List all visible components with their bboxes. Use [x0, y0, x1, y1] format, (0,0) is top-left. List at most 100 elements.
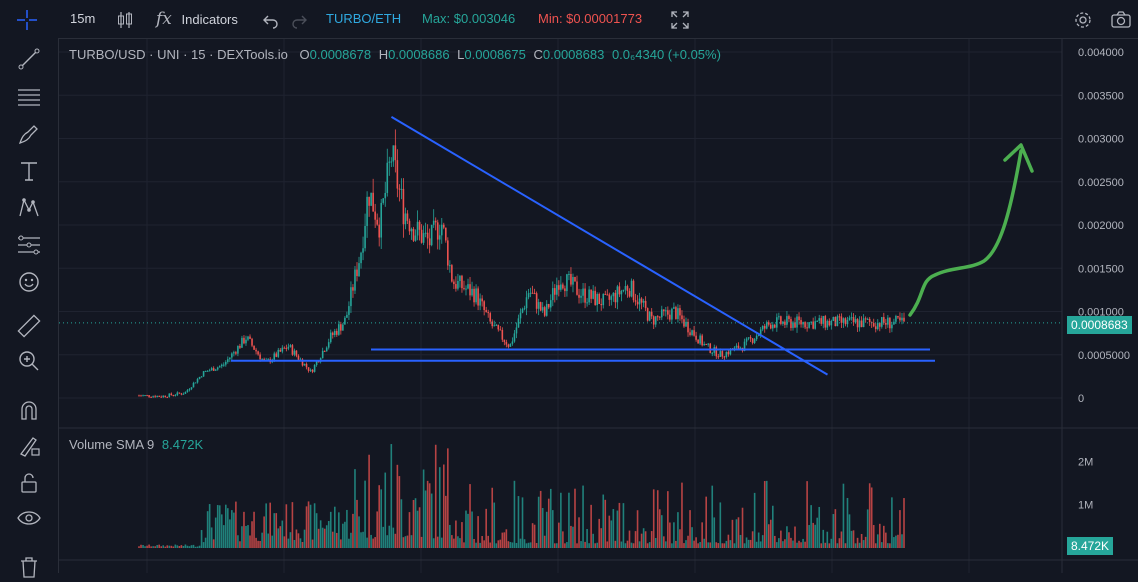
- volume-bar: [384, 472, 387, 548]
- candle-body: [856, 319, 859, 328]
- candle-body: [194, 382, 197, 384]
- candle-body: [707, 343, 710, 345]
- candle-body: [420, 229, 423, 243]
- volume-bar: [663, 536, 665, 548]
- volume-bar: [434, 444, 437, 548]
- volume-bar: [832, 514, 835, 548]
- volume-bar: [148, 544, 150, 548]
- candle-body: [539, 302, 542, 311]
- volume-bar: [436, 536, 439, 548]
- candle-body: [578, 294, 580, 298]
- candle-body: [545, 303, 548, 316]
- candle-body: [541, 307, 544, 311]
- pair-label[interactable]: TURBO/ETH: [326, 11, 402, 26]
- volume-bar: [184, 544, 187, 548]
- candle-body: [776, 317, 778, 328]
- candles-icon[interactable]: [116, 0, 134, 38]
- candle-body: [150, 396, 152, 398]
- settings-icon[interactable]: [1073, 0, 1093, 38]
- candle-body: [562, 284, 564, 289]
- candle-body: [820, 318, 823, 324]
- volume-bar: [626, 540, 629, 548]
- horizontal-lines-icon[interactable]: [14, 82, 44, 112]
- volume-bar: [636, 510, 639, 548]
- volume-bar: [394, 533, 397, 548]
- candle-body: [669, 314, 671, 320]
- pattern-icon[interactable]: [14, 193, 44, 223]
- redo-icon[interactable]: [290, 0, 308, 38]
- ruler-icon[interactable]: [14, 311, 44, 341]
- volume-bar: [897, 534, 899, 548]
- volume-bar: [325, 525, 328, 548]
- text-icon[interactable]: [14, 156, 44, 186]
- volume-bar: [715, 542, 718, 548]
- volume-bar: [315, 513, 318, 548]
- volume-bar: [521, 497, 524, 548]
- eye-icon[interactable]: [14, 503, 44, 533]
- crosshair-icon[interactable]: [15, 0, 39, 38]
- volume-bar: [194, 546, 197, 548]
- volume-bar: [214, 517, 217, 548]
- volume-bar: [263, 516, 265, 548]
- emoji-icon[interactable]: [14, 267, 44, 297]
- magnet-icon[interactable]: [14, 395, 44, 425]
- candle-body: [295, 350, 298, 356]
- candle-body: [628, 290, 631, 297]
- fib-icon[interactable]: [14, 230, 44, 260]
- volume-bar: [878, 523, 881, 548]
- candle-body: [309, 369, 312, 371]
- candle-body: [279, 349, 282, 352]
- zoom-icon[interactable]: [14, 346, 44, 376]
- candle-body: [866, 318, 869, 320]
- candle-body: [610, 296, 613, 300]
- candle-body: [551, 288, 554, 301]
- chart-area[interactable]: 0.004000 0.003500 0.003000 0.002500 0.002000…: [59, 39, 1138, 573]
- candle-body: [899, 317, 901, 321]
- candle-body: [782, 321, 784, 324]
- lock-draw-icon[interactable]: [14, 431, 44, 461]
- candle-body: [336, 330, 338, 335]
- camera-icon[interactable]: [1110, 0, 1132, 38]
- volume-bar: [727, 534, 730, 548]
- candle-body: [826, 320, 829, 328]
- volume-bar: [570, 525, 572, 548]
- volume-bar: [640, 533, 643, 548]
- trash-icon[interactable]: [14, 552, 44, 582]
- candle-body: [436, 222, 439, 240]
- candle-body: [521, 309, 524, 313]
- candle-body: [860, 320, 863, 328]
- candle-body: [755, 335, 758, 340]
- candle-body: [245, 339, 247, 344]
- candle-body: [515, 327, 518, 334]
- candle-body: [519, 312, 522, 319]
- line-tool-icon[interactable]: [14, 44, 44, 74]
- volume-bar: [442, 464, 445, 548]
- undo-icon[interactable]: [262, 0, 280, 38]
- candle-body: [283, 347, 286, 349]
- candle-body: [513, 333, 516, 342]
- volume-bar: [887, 543, 889, 548]
- indicators-button[interactable]: 𝑓x Indicators: [156, 0, 238, 38]
- volume-bar: [780, 530, 782, 548]
- candle-body: [786, 316, 788, 325]
- unlock-icon[interactable]: [14, 468, 44, 498]
- candle-body: [685, 321, 687, 327]
- volume-bar: [299, 538, 302, 548]
- candle-body: [549, 300, 552, 308]
- volume-bar: [858, 542, 861, 548]
- brush-icon[interactable]: [14, 119, 44, 149]
- volume-bar: [378, 485, 380, 548]
- candle-body: [864, 318, 867, 320]
- price-chart[interactable]: 0.004000 0.003500 0.003000 0.002500 0.002000…: [59, 39, 1138, 573]
- volume-bar: [358, 516, 360, 548]
- candle-body: [447, 240, 449, 266]
- candle-body: [608, 294, 611, 300]
- candle-body: [465, 288, 467, 290]
- volume-bar: [273, 513, 276, 548]
- candle-body: [883, 317, 885, 324]
- interval-button[interactable]: 15m: [70, 11, 96, 26]
- fullscreen-icon[interactable]: [670, 0, 690, 38]
- price-tick-label: 0.002000: [1078, 220, 1124, 232]
- volume-bar: [778, 538, 780, 548]
- volume-bar: [451, 535, 453, 548]
